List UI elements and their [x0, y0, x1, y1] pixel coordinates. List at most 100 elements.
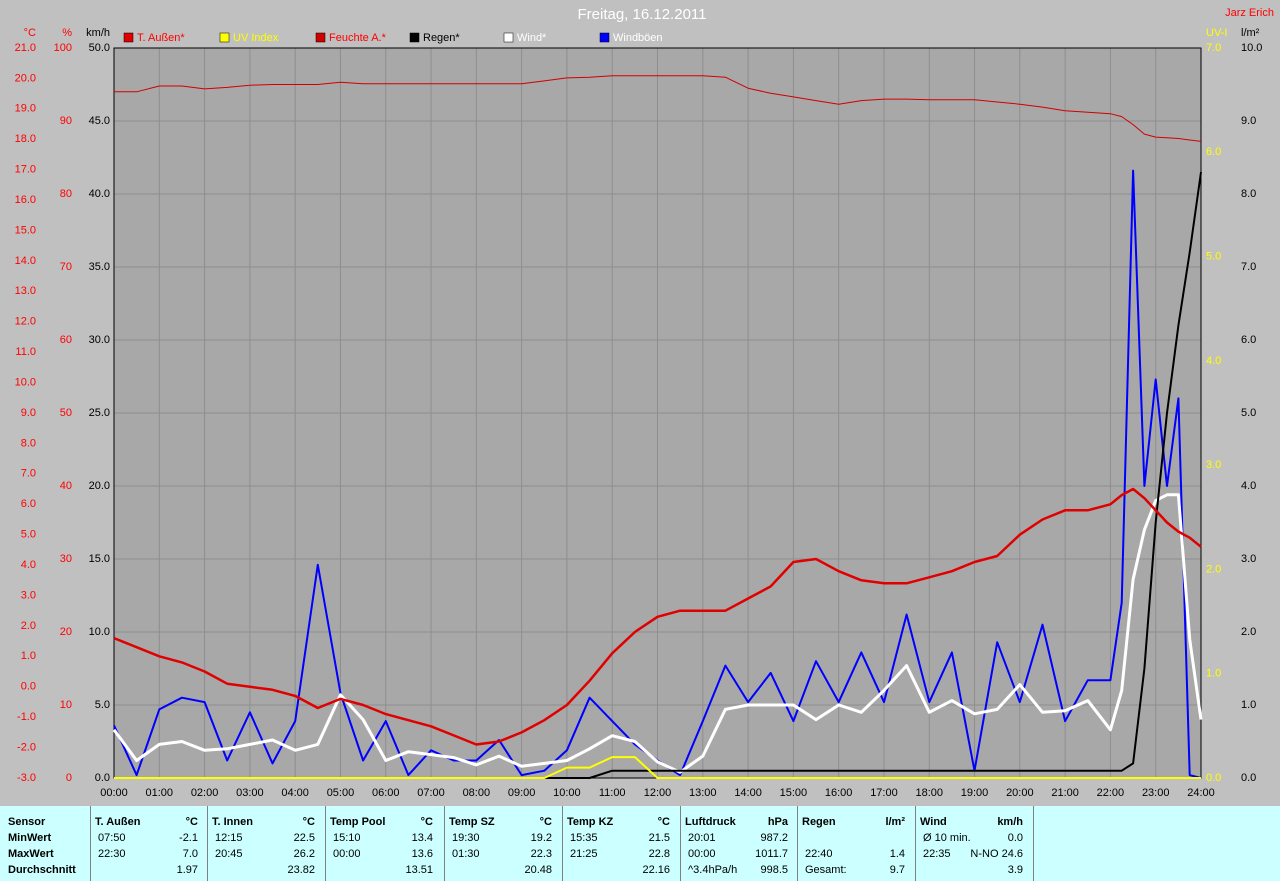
axis-unit: °C — [24, 27, 36, 39]
y-tick-label: 8.0 — [1241, 188, 1256, 200]
cell-value: 22.3 — [530, 848, 552, 860]
y-tick-label: 100 — [54, 42, 72, 54]
y-tick-label: 7.0 — [1241, 261, 1256, 273]
y-tick-label: -2.0 — [17, 741, 36, 753]
y-tick-label: 5.0 — [21, 529, 36, 541]
axis-unit: l/m² — [1241, 27, 1260, 39]
cell-value: 13.6 — [411, 848, 433, 860]
x-tick-label: 21:00 — [1051, 787, 1079, 799]
cell-time: 20:01 — [688, 832, 716, 844]
cell-value: 23.82 — [287, 864, 315, 876]
y-tick-label: 9.0 — [1241, 115, 1256, 127]
y-tick-label: 4.0 — [1241, 480, 1256, 492]
row-label: MaxWert — [8, 848, 54, 860]
row-label: MinWert — [8, 832, 52, 844]
y-tick-label: 18.0 — [15, 133, 36, 145]
x-tick-label: 02:00 — [191, 787, 219, 799]
x-tick-label: 19:00 — [961, 787, 989, 799]
cell-value: 22.5 — [293, 832, 315, 844]
cell-value: 1011.7 — [755, 848, 788, 860]
legend-label: Windböen — [613, 32, 663, 44]
y-tick-label: 35.0 — [89, 261, 110, 273]
y-tick-label: 40 — [60, 480, 72, 492]
legend-label: T. Außen* — [137, 32, 185, 44]
cell-value: 1.97 — [176, 864, 198, 876]
cell-time: ^3.4hPa/h — [688, 864, 738, 876]
legend-label: UV Index — [233, 32, 279, 44]
column-unit: l/m² — [885, 816, 905, 828]
y-tick-label: 30 — [60, 553, 72, 565]
cell-time: 07:50 — [98, 832, 126, 844]
y-tick-label: 20 — [60, 626, 72, 638]
y-tick-label: 7.0 — [21, 468, 36, 480]
y-tick-label: 0.0 — [1241, 772, 1256, 784]
y-tick-label: -3.0 — [17, 772, 36, 784]
legend-swatch — [599, 32, 610, 43]
y-tick-label: -1.0 — [17, 711, 36, 723]
cell-value: 21.5 — [648, 832, 670, 844]
y-tick-label: 50 — [60, 407, 72, 419]
x-tick-label: 06:00 — [372, 787, 400, 799]
y-tick-label: 6.0 — [1241, 334, 1256, 346]
y-tick-label: 1.0 — [1206, 668, 1221, 680]
cell-time: 01:30 — [452, 848, 480, 860]
column-header: Wind — [920, 816, 947, 828]
x-tick-label: 07:00 — [417, 787, 445, 799]
cell-value: 13.4 — [411, 832, 433, 844]
x-tick-label: 23:00 — [1142, 787, 1170, 799]
legend-swatch — [409, 32, 420, 43]
x-tick-label: 09:00 — [508, 787, 536, 799]
column-divider — [562, 806, 563, 881]
column-unit: °C — [539, 816, 552, 828]
y-tick-label: 3.0 — [1206, 459, 1221, 471]
legend-label: Regen* — [423, 32, 460, 44]
cell-time: 12:15 — [215, 832, 243, 844]
y-tick-label: 10.0 — [1241, 42, 1262, 54]
x-tick-label: 20:00 — [1006, 787, 1034, 799]
y-tick-label: 50.0 — [89, 42, 110, 54]
y-tick-label: 2.0 — [1241, 626, 1256, 638]
y-tick-label: 70 — [60, 261, 72, 273]
author: Jarz Erich — [1225, 7, 1274, 19]
y-tick-label: 6.0 — [1206, 146, 1221, 158]
column-unit: °C — [302, 816, 315, 828]
y-tick-label: 0.0 — [95, 772, 110, 784]
column-header: Temp Pool — [330, 816, 386, 828]
y-tick-label: 20.0 — [89, 480, 110, 492]
legend-swatch — [503, 32, 514, 43]
y-tick-label: 3.0 — [1241, 553, 1256, 565]
legend-label: Feuchte A.* — [329, 32, 387, 44]
cell-value: 3.9 — [1007, 864, 1023, 876]
x-tick-label: 10:00 — [553, 787, 581, 799]
column-divider — [90, 806, 91, 881]
cell-time: Ø 10 min. — [923, 832, 971, 844]
column-header: Temp KZ — [567, 816, 614, 828]
y-tick-label: 7.0 — [1206, 42, 1221, 54]
x-tick-label: 24:00 — [1187, 787, 1215, 799]
cell-value: 19.2 — [530, 832, 552, 844]
stats-table: Sensor MinWert MaxWert Durchschnitt T. Außen… — [0, 806, 1280, 881]
cell-value: 7.0 — [182, 848, 198, 860]
chart-title: Freitag, 16.12.2011 — [578, 6, 707, 23]
axis-unit: UV-I — [1206, 27, 1227, 39]
y-tick-label: 25.0 — [89, 407, 110, 419]
y-tick-label: 4.0 — [1206, 355, 1221, 367]
y-tick-label: 17.0 — [15, 164, 36, 176]
cell-value: 26.2 — [293, 848, 315, 860]
y-tick-label: 10.0 — [15, 376, 36, 388]
cell-time: 15:35 — [570, 832, 598, 844]
x-tick-label: 12:00 — [644, 787, 672, 799]
x-tick-label: 22:00 — [1097, 787, 1125, 799]
cell-value: 0.0 — [1007, 832, 1023, 844]
y-tick-label: 1.0 — [1241, 699, 1256, 711]
y-tick-label: 6.0 — [21, 498, 36, 510]
y-tick-label: 13.0 — [15, 285, 36, 297]
cell-value: 20.48 — [524, 864, 552, 876]
y-tick-label: 0.0 — [1206, 772, 1221, 784]
column-header: Luftdruck — [685, 816, 736, 828]
x-tick-label: 00:00 — [100, 787, 128, 799]
x-tick-label: 04:00 — [281, 787, 309, 799]
column-divider — [680, 806, 681, 881]
cell-time: 00:00 — [333, 848, 361, 860]
x-tick-label: 18:00 — [915, 787, 943, 799]
